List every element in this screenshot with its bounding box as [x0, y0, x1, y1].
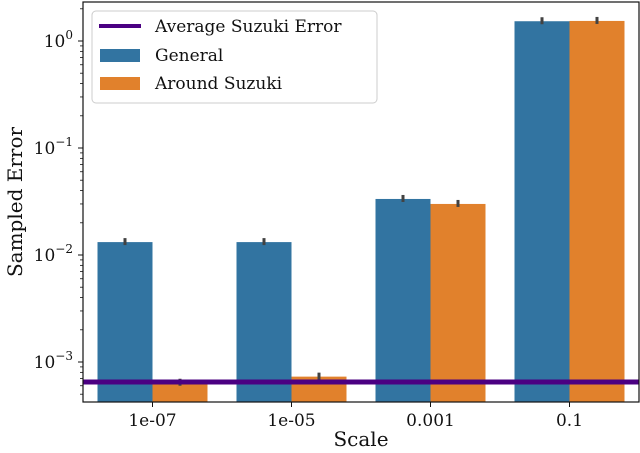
bar-around-suzuki-0.001	[430, 203, 486, 402]
legend-box	[91, 10, 378, 104]
x-tick-label: 0.001	[406, 411, 455, 431]
bar-general-0.1	[514, 21, 570, 403]
y-tick-label: 100	[44, 28, 73, 52]
x-tick-label: 0.1	[556, 411, 583, 431]
y-tick-label: 10−1	[34, 135, 73, 159]
x-tick-label: 1e-07	[128, 411, 176, 431]
y-tick-label: 10−3	[34, 349, 73, 373]
x-axis-label: Scale	[333, 427, 388, 451]
bars-group	[97, 16, 625, 403]
bar-around-suzuki-0.1	[569, 20, 625, 403]
x-tick-label: 1e-05	[267, 411, 315, 431]
bar-around-suzuki-1e-07	[152, 382, 208, 402]
bar-general-0.001	[375, 198, 431, 402]
legend-swatch-around-suzuki	[100, 77, 140, 90]
y-tick-label: 10−2	[34, 242, 73, 266]
legend-label-around-suzuki: Around Suzuki	[154, 74, 283, 94]
legend: Average Suzuki Error General Around Suzu…	[91, 10, 378, 104]
x-axis: 1e-07 1e-05 0.001 0.1	[128, 402, 583, 431]
plot-frame	[82, 1, 640, 403]
legend-label-average: Average Suzuki Error	[154, 17, 342, 37]
bar-general-1e-05	[236, 242, 292, 402]
legend-swatch-general	[100, 49, 140, 62]
bar-general-1e-07	[97, 242, 153, 402]
legend-label-general: General	[155, 46, 223, 66]
y-axis: 100 10−1 10−2 10−3	[34, 8, 83, 395]
y-axis-label: Sampled Error	[3, 127, 27, 278]
